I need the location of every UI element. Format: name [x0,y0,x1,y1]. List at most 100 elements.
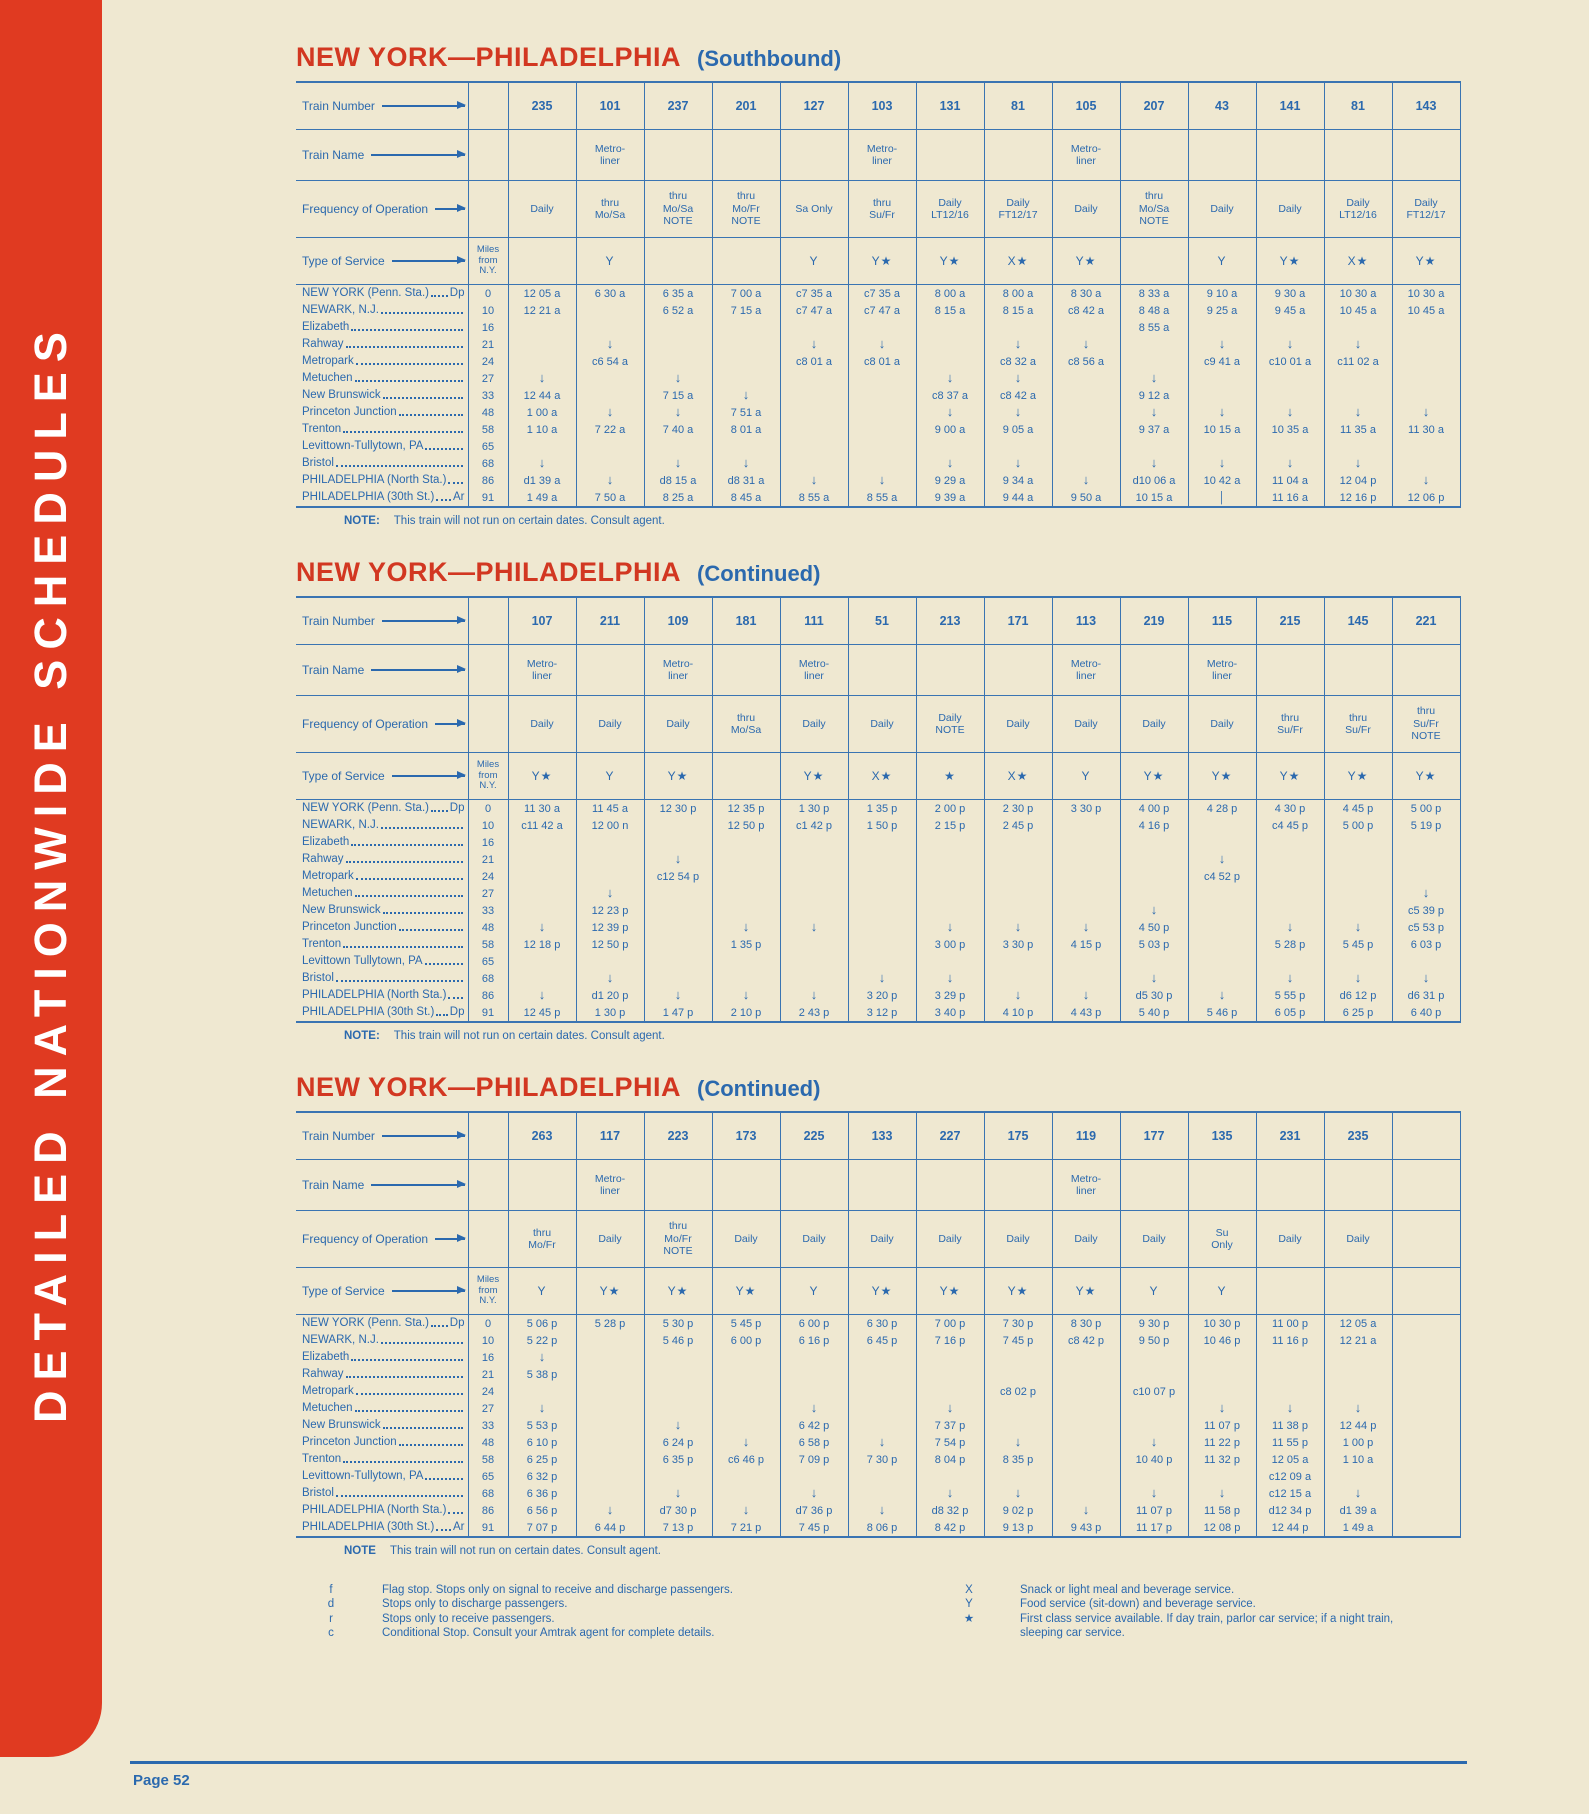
time-cell: d1 39 a [507,472,577,489]
train-name-cell [1255,129,1325,181]
down-arrow-icon: ↓ [810,336,818,351]
time-cell: ↓ [711,987,781,1004]
time-cell: 11 22 p [1187,1434,1257,1451]
down-arrow-icon: ↓ [674,455,682,470]
time-cell [575,834,645,851]
tables-region: NEW YORK—PHILADELPHIA (Southbound) Train N… [296,42,1466,1641]
down-arrow-icon: ↓ [1286,404,1294,419]
service-cell: Y [575,752,645,800]
station-cell: PHILADELPHIA (30th St.) Dp [296,1004,469,1023]
time-cell [1187,970,1257,987]
frequency-cell: Daily [983,695,1053,753]
time-cell: 12 06 p [1391,489,1461,508]
time-cell: ↓ [915,1400,985,1417]
table-row: Princeton Junction 48 ↓ 12 39 p ↓ ↓ ↓ ↓ ↓ 4 50 p ↓… [296,919,1461,936]
train-number-cell: 177 [1119,1111,1189,1160]
time-cell: c8 32 a [983,353,1053,370]
dot-leader [436,499,451,501]
station-cell: PHILADELPHIA (30th St.) Ar [296,1519,469,1538]
time-cell: 6 03 p [1391,936,1461,953]
train-number-cell-text: 81 [1011,99,1025,113]
time-cell: ↓ [711,919,781,936]
train-name-cell-text: Metro- liner [662,657,694,682]
sidebar-title: DETAILED NATIONWIDE SCHEDULES [25,322,76,1423]
train-name-cell [711,129,781,181]
train-number-cell-text: 177 [1143,1129,1165,1143]
table-row: PHILADELPHIA (North Sta.) 86 ↓ d1 20 p ↓ ↓ ↓ 3 … [296,987,1461,1004]
time-cell: 5 19 p [1391,817,1461,834]
station-cell: Metuchen [296,370,469,387]
down-arrow-icon: ↓ [1150,404,1158,419]
footnotes-right: X Snack or light meal and beverage servic… [960,1583,1430,1641]
train-number-cell-text: 225 [803,1129,825,1143]
time-cell [507,868,577,885]
time-cell: c7 35 a [847,284,917,302]
time-cell: 6 25 p [1323,1004,1393,1023]
time-cell: d7 30 p [643,1502,713,1519]
station-cell: Elizabeth [296,1349,469,1366]
table-row: Princeton Junction 48 6 10 p 6 24 p ↓ 6 58 p ↓… [296,1434,1461,1451]
table-note-label: NOTE: [344,515,380,527]
service-cell-text: Y [537,1284,547,1298]
dot-leader [351,329,463,331]
time-cell: 7 07 p [507,1519,577,1538]
frequency-cell: Daily [1255,180,1325,238]
train-number-cell: 81 [1323,81,1393,130]
station-label: Trenton [296,423,467,436]
dot-leader [355,1393,463,1395]
station-name: PHILADELPHIA (North Sta.) [302,474,447,486]
time-cell [1051,438,1121,455]
train-name-cell [847,1159,917,1211]
time-cell [779,885,849,902]
footnote-row: ★ First class service available. If day t… [960,1612,1430,1641]
train-number-cell: 171 [983,596,1053,645]
down-arrow-icon: ↓ [946,404,954,419]
time-cell: c1 42 p [779,817,849,834]
station-label: NEWARK, N.J. [296,304,467,317]
time-cell: 1 30 p [779,799,849,817]
time-cell: ↓ [1255,919,1325,936]
train-number-cell-text: 107 [531,614,553,628]
train-name-cell: Metro- liner [575,129,645,181]
bottom-rule [130,1761,1467,1764]
footnote-symbol: X [965,1584,973,1596]
time-cell: 9 50 p [1119,1332,1189,1349]
time-cell: ↓ [779,472,849,489]
time-cell: 3 29 p [915,987,985,1004]
time-cell: ↓ [847,970,917,987]
dot-leader [430,1325,448,1327]
train-name-cell [711,644,781,696]
header-label-text: Frequency of Operation [302,202,429,216]
frequency-cell-text: Daily [802,1232,826,1245]
service-cell-text: Y★ [667,1284,689,1298]
train-number-cell-text: 227 [939,1129,961,1143]
time-cell [1119,1400,1189,1417]
dot-leader [354,895,463,897]
time-cell: c7 35 a [779,284,849,302]
train-number-cell: 235 [1323,1111,1393,1160]
frequency-cell-text: Daily FT12/17 [998,196,1038,221]
time-cell [847,1349,917,1366]
miles-cell: 16 [467,1349,509,1366]
time-cell: d10 06 a [1119,472,1189,489]
frequency-cell: thru Mo/Sa [575,180,645,238]
time-cell [779,438,849,455]
train-number-cell-text: 221 [1415,614,1437,628]
time-cell: 2 15 p [915,817,985,834]
train-number-cell: 101 [575,81,645,130]
station-cell: Metropark [296,1383,469,1400]
frequency-cell-text: Sa Only [795,202,833,215]
header-label: Train Name [296,1178,467,1192]
time-cell [507,438,577,455]
time-cell: 10 40 p [1119,1451,1189,1468]
time-cell: 12 16 p [1323,489,1393,508]
station-name: Metuchen [302,372,353,384]
down-arrow-icon: ↓ [810,1485,818,1500]
time-cell [983,319,1053,336]
time-cell: c8 42 p [1051,1332,1121,1349]
train-name-cell [711,1159,781,1211]
service-cell: Y [1187,1267,1257,1315]
header-label-text: Train Number [302,1129,375,1143]
time-cell [847,834,917,851]
service-cell: Y [1119,1267,1189,1315]
